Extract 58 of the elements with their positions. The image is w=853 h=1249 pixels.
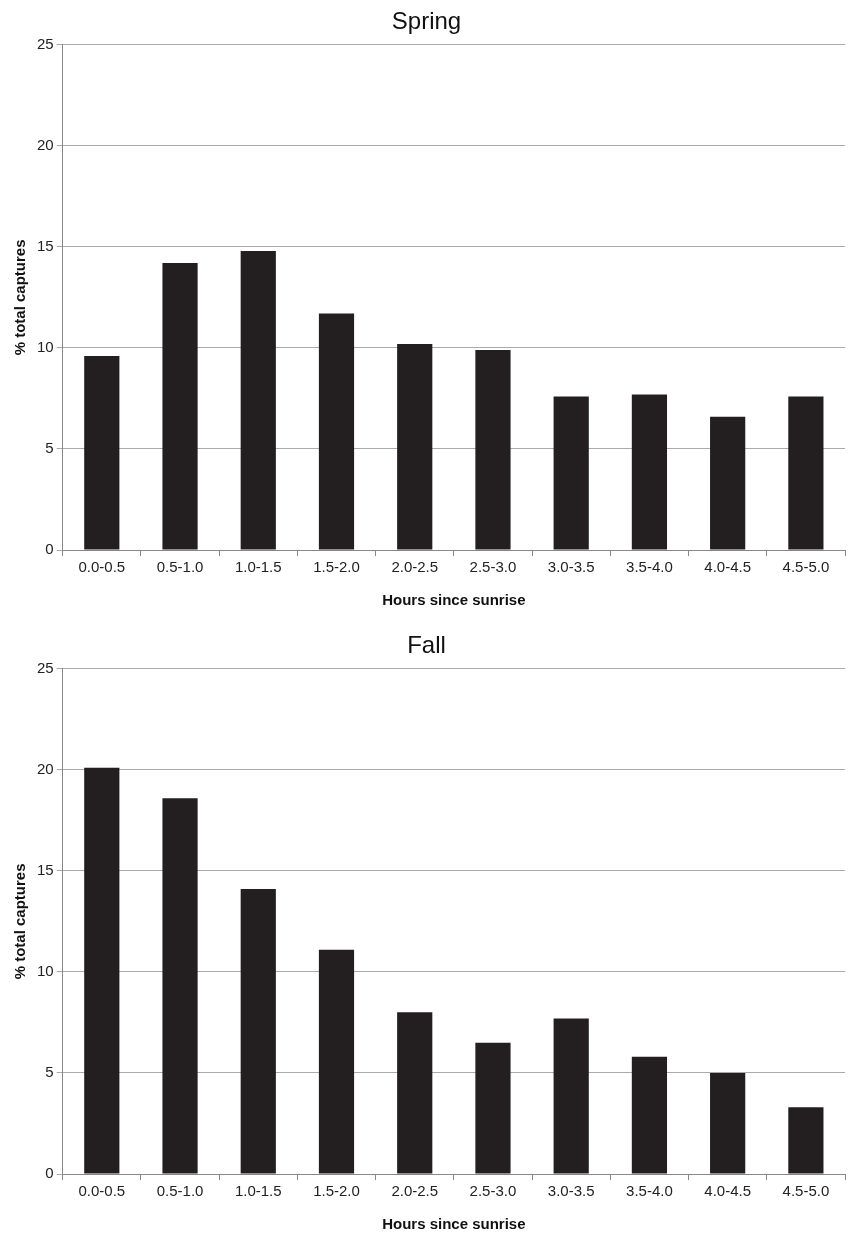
y-tick-label: 0 [45,1164,54,1182]
x-tick-label: 1.5-2.0 [313,558,360,576]
y-tick-label: 25 [37,658,54,676]
y-axis-title: % total captures [11,239,29,356]
x-tick-label: 4.5-5.0 [782,1182,830,1200]
y-tick-label: 15 [37,861,54,879]
bar [788,1107,824,1174]
x-tick-label: 0.5-1.0 [156,558,204,576]
x-tick-label: 2.0-2.5 [391,1182,439,1200]
bar [240,889,276,1174]
bar [84,356,120,550]
bar [475,349,511,550]
x-tick-label: 3.0-3.5 [547,1182,595,1200]
x-tick-label: 3.5-4.0 [626,1182,673,1200]
bar [397,1012,433,1174]
x-tick-label: 0.0-0.5 [78,1182,126,1200]
x-tick-label: 2.0-2.5 [391,558,439,576]
x-tick-label: 4.0-4.5 [704,1182,751,1200]
x-tick-label: 1.5-2.0 [313,1182,360,1200]
y-tick-label: 15 [37,237,54,255]
bar [553,1018,589,1174]
bar [631,394,668,550]
x-tick-label: 2.5-3.0 [469,558,517,576]
x-axis-title: Hours since sunrise [382,1215,526,1233]
x-tick-label: 3.0-3.5 [547,558,595,576]
y-tick-label: 0 [45,540,54,558]
x-tick-label: 1.0-1.5 [234,1182,282,1200]
x-tick-label: 0.0-0.5 [78,558,126,576]
y-tick-label: 10 [37,338,54,356]
x-tick-label: 3.5-4.0 [626,558,673,576]
bar [631,1056,668,1174]
y-tick-label: 20 [37,135,54,153]
x-tick-label: 1.0-1.5 [234,558,282,576]
bar [240,250,276,550]
bar [84,767,120,1174]
y-tick-label: 5 [45,1063,54,1081]
chart-title: Spring [391,7,462,35]
bar [553,396,589,550]
y-tick-label: 10 [37,962,54,980]
x-tick-label: 4.0-4.5 [704,558,751,576]
y-tick-label: 20 [37,759,54,777]
bar [710,1072,746,1174]
bar [475,1042,511,1174]
y-tick-label: 25 [37,34,54,52]
x-tick-label: 2.5-3.0 [469,1182,517,1200]
y-axis-title: % total captures [11,863,29,980]
y-tick-label: 5 [45,439,54,457]
bar [162,798,198,1174]
chart-title: Fall [407,631,446,659]
bar [318,949,355,1174]
bar [397,343,433,550]
bar [788,396,824,550]
x-tick-label: 0.5-1.0 [156,1182,204,1200]
x-tick-label: 4.5-5.0 [782,558,830,576]
bar [710,416,746,550]
bar [162,263,198,550]
bar [318,313,355,550]
x-axis-title: Hours since sunrise [382,591,526,609]
